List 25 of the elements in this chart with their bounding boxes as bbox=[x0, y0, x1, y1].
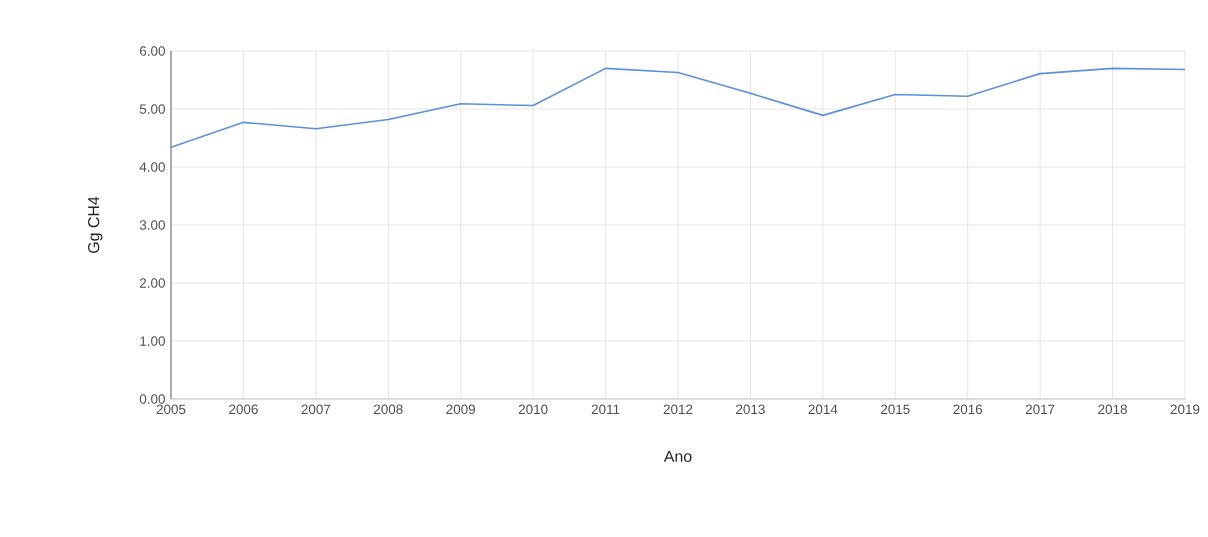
x-axis-title: Ano bbox=[663, 450, 692, 463]
x-tick-label: 2018 bbox=[1098, 404, 1127, 415]
line-series bbox=[171, 67, 1185, 149]
y-tick-label: 5.00 bbox=[139, 104, 165, 114]
y-axis-title: Gg CH4 bbox=[88, 196, 103, 253]
y-tick-label: 0.00 bbox=[139, 394, 165, 404]
x-tick-label: 2012 bbox=[663, 404, 693, 415]
x-tick-label: 2005 bbox=[156, 404, 186, 415]
x-tick-label: 2007 bbox=[301, 404, 331, 415]
x-tick-label: 2016 bbox=[953, 404, 983, 415]
y-tick-label: 4.00 bbox=[139, 162, 165, 172]
x-tick-label: 2014 bbox=[808, 404, 838, 415]
x-tick-label: 2015 bbox=[881, 404, 910, 415]
y-tick-label: 6.00 bbox=[139, 46, 165, 56]
x-tick-label: 2006 bbox=[229, 404, 258, 415]
y-tick-label: 1.00 bbox=[140, 336, 165, 346]
x-tick-label: 2011 bbox=[591, 404, 620, 415]
x-tick-label: 2008 bbox=[374, 404, 403, 415]
x-tick-label: 2009 bbox=[446, 404, 476, 415]
y-tick-label: 3.00 bbox=[139, 220, 165, 230]
x-tick-label: 2013 bbox=[736, 404, 765, 415]
x-tick-label: 2010 bbox=[518, 404, 548, 415]
x-tick-label: 2019 bbox=[1170, 404, 1200, 415]
y-tick-label: 2.00 bbox=[139, 278, 165, 288]
x-tick-label: 2017 bbox=[1025, 404, 1055, 415]
